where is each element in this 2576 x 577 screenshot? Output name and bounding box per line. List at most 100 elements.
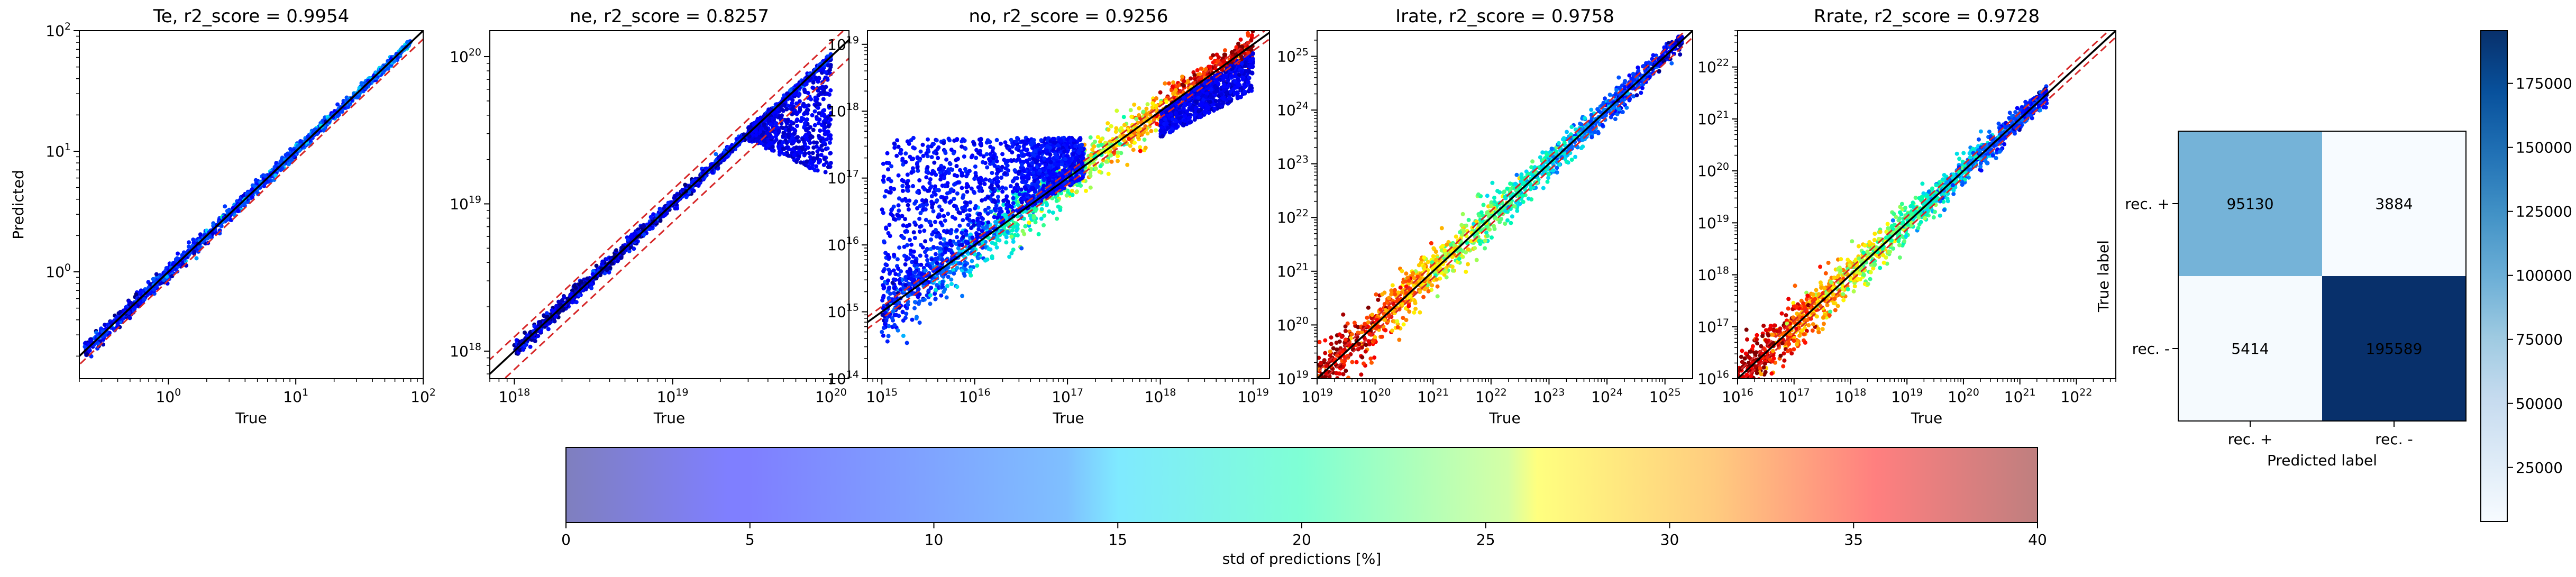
data-point	[1145, 102, 1150, 107]
data-point	[547, 320, 552, 325]
data-point	[542, 314, 546, 318]
data-point	[1131, 148, 1136, 152]
data-point	[1092, 144, 1097, 149]
data-point	[1125, 162, 1130, 167]
data-point	[126, 310, 131, 315]
data-point	[944, 295, 949, 300]
data-point	[533, 338, 537, 343]
data-point	[1109, 124, 1113, 129]
y-tick-label: 1018	[450, 341, 481, 360]
data-point	[806, 107, 810, 112]
data-point	[1089, 152, 1093, 157]
data-point	[803, 151, 808, 156]
data-point	[335, 102, 340, 107]
data-point	[579, 279, 583, 284]
data-point	[910, 317, 915, 322]
data-point	[322, 128, 326, 132]
data-point	[561, 307, 566, 312]
data-point	[1015, 224, 1019, 229]
data-point	[815, 116, 819, 121]
data-point	[881, 326, 886, 331]
data-point	[1182, 79, 1186, 84]
data-point	[647, 227, 652, 231]
data-point	[826, 123, 831, 128]
data-point	[794, 160, 799, 164]
data-point	[892, 286, 897, 291]
data-point	[746, 126, 751, 131]
upper-bound-line	[79, 31, 423, 358]
data-point	[138, 290, 143, 295]
data-point	[786, 153, 791, 158]
data-point	[813, 95, 818, 100]
data-point	[952, 271, 956, 276]
data-point	[85, 352, 89, 357]
data-point	[780, 107, 784, 112]
data-point	[198, 232, 203, 237]
data-point	[627, 249, 632, 253]
identity-line	[79, 31, 423, 358]
data-point	[826, 164, 830, 169]
data-point	[810, 151, 815, 155]
data-point	[975, 263, 980, 268]
data-point	[1132, 140, 1137, 145]
data-point	[211, 222, 216, 227]
data-point	[1149, 129, 1154, 133]
data-point	[824, 70, 828, 75]
data-point	[583, 287, 588, 291]
data-point	[359, 81, 364, 86]
data-point	[536, 334, 541, 338]
data-point	[1007, 254, 1012, 259]
data-point	[762, 122, 766, 127]
data-point	[811, 145, 816, 150]
data-point	[821, 97, 826, 102]
data-point	[1028, 227, 1033, 232]
data-point	[817, 134, 821, 139]
data-point	[811, 156, 816, 161]
data-point	[823, 125, 828, 130]
data-point	[1211, 53, 1216, 58]
data-point	[523, 344, 527, 348]
data-point	[807, 131, 811, 135]
data-point	[1143, 145, 1148, 150]
data-point	[774, 113, 779, 118]
data-point	[823, 117, 828, 122]
data-point	[819, 153, 824, 157]
data-point	[818, 159, 822, 164]
data-point	[1167, 81, 1171, 86]
data-point	[514, 338, 519, 343]
data-point	[525, 333, 529, 338]
y-tick-label: 1019	[450, 194, 481, 213]
data-point	[1088, 185, 1093, 190]
data-point	[544, 311, 549, 316]
data-point	[777, 146, 782, 151]
data-point	[817, 111, 821, 116]
y-tick-label: 101	[45, 141, 71, 160]
data-point	[619, 255, 624, 260]
data-point	[1039, 216, 1044, 221]
data-point	[151, 277, 156, 281]
data-point	[794, 124, 799, 129]
data-point	[1116, 159, 1120, 163]
data-point	[807, 151, 811, 155]
data-point	[805, 136, 809, 141]
data-point	[995, 237, 1000, 242]
data-point	[340, 109, 344, 114]
data-point	[976, 256, 981, 261]
data-point	[642, 224, 646, 228]
data-point	[955, 265, 960, 270]
data-point	[127, 316, 132, 320]
y-tick-label: 102	[45, 21, 71, 40]
data-point	[767, 134, 772, 138]
data-point	[550, 308, 554, 313]
axes-frame	[79, 30, 424, 379]
data-point	[142, 297, 147, 301]
data-point	[970, 259, 974, 263]
data-point	[577, 293, 582, 298]
data-point	[799, 160, 803, 165]
data-point	[1055, 216, 1059, 221]
data-point	[1154, 103, 1159, 108]
data-point	[1088, 173, 1093, 178]
data-point	[767, 142, 772, 146]
data-point	[963, 267, 968, 272]
